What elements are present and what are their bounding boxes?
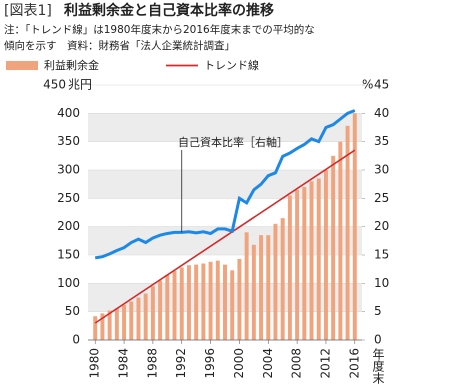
bar [136, 297, 141, 340]
bar [201, 263, 206, 340]
bar [93, 316, 98, 340]
x-tick-label: 2008 [290, 348, 304, 379]
bar [237, 258, 242, 340]
x-tick-label: 2004 [261, 348, 275, 379]
bar [114, 308, 119, 340]
y2-tick-label: 25 [374, 191, 389, 205]
chart-title: 利益剰余金と自己資本比率の推移 [64, 2, 274, 19]
x-tick-label: 2016 [347, 348, 361, 379]
y-tick-label: 100 [57, 276, 80, 290]
y2-tick-label: 45 [374, 78, 389, 92]
legend-label: トレンド線 [204, 58, 259, 72]
note: 注：「トレンド線」は1980年度末から2016年度末までの平均的な [4, 23, 315, 36]
x-tick-label: 1984 [117, 348, 131, 379]
bar [352, 113, 357, 340]
bar [150, 286, 155, 340]
y-tick-label: 400 [57, 106, 80, 120]
annotation: 自己資本比率［右軸］ [178, 135, 288, 149]
x-tick-label: 1988 [145, 348, 159, 379]
y-tick-label: 300 [57, 163, 80, 177]
y2-tick-label: 40 [374, 106, 389, 120]
bar [129, 301, 134, 340]
bar [259, 235, 264, 340]
bar [345, 125, 350, 340]
bar [266, 235, 271, 340]
bar [244, 232, 249, 340]
bar [194, 264, 199, 340]
bar [323, 170, 328, 340]
bar [158, 280, 163, 340]
bar [338, 141, 343, 340]
bar [107, 310, 112, 340]
title-prefix: [図表1] [4, 3, 52, 19]
bar [215, 260, 220, 340]
y-tick-label: 50 [65, 304, 80, 318]
bar [100, 313, 105, 340]
y-tick-label: 250 [57, 191, 80, 205]
y-tick-label: 200 [57, 219, 80, 233]
legend-swatch [6, 61, 38, 70]
x-tick-label: 1992 [174, 348, 188, 379]
bar [223, 264, 227, 340]
x-tick-label: 1996 [203, 348, 217, 379]
band [88, 170, 362, 199]
y-tick-label: 0 [72, 333, 80, 347]
line [94, 149, 356, 324]
x-tick-label: 1980 [88, 348, 102, 379]
bar [122, 304, 127, 340]
bar [165, 274, 170, 340]
bar [280, 218, 285, 340]
x-tick-label: 2000 [232, 348, 246, 379]
band [88, 113, 362, 142]
y2-unit: % [362, 78, 373, 92]
bar [251, 244, 256, 340]
x-tick-label: 2012 [318, 348, 332, 379]
bar [316, 178, 321, 340]
bar [295, 189, 300, 340]
bar [186, 265, 191, 340]
bar [172, 270, 177, 340]
y-unit: 兆円 [68, 78, 92, 92]
y2-tick-label: 5 [374, 304, 382, 318]
y-tick-label: 150 [57, 248, 80, 262]
y2-tick-label: 0 [374, 333, 382, 347]
y2-tick-label: 35 [374, 134, 389, 148]
line [94, 109, 356, 260]
bar [309, 181, 314, 340]
legend-label: 利益剰余金 [44, 58, 99, 72]
bar [230, 270, 235, 340]
bar [287, 195, 292, 340]
y-tick-label: 350 [57, 134, 80, 148]
y-tick-label: 450 [43, 78, 66, 92]
note: 傾向を示す 資料：財務省「法人企業統計調査」 [4, 39, 235, 52]
bar [208, 261, 213, 340]
y2-tick-label: 15 [374, 248, 389, 262]
bar [273, 223, 278, 340]
bar [179, 267, 184, 340]
y2-tick-label: 10 [374, 276, 389, 290]
x-axis-label: 年度末 [371, 348, 385, 384]
band [88, 226, 362, 255]
bar [331, 155, 336, 340]
y2-tick-label: 20 [374, 219, 389, 233]
bar [302, 187, 307, 340]
y2-tick-label: 30 [374, 163, 389, 177]
bar [143, 293, 148, 340]
